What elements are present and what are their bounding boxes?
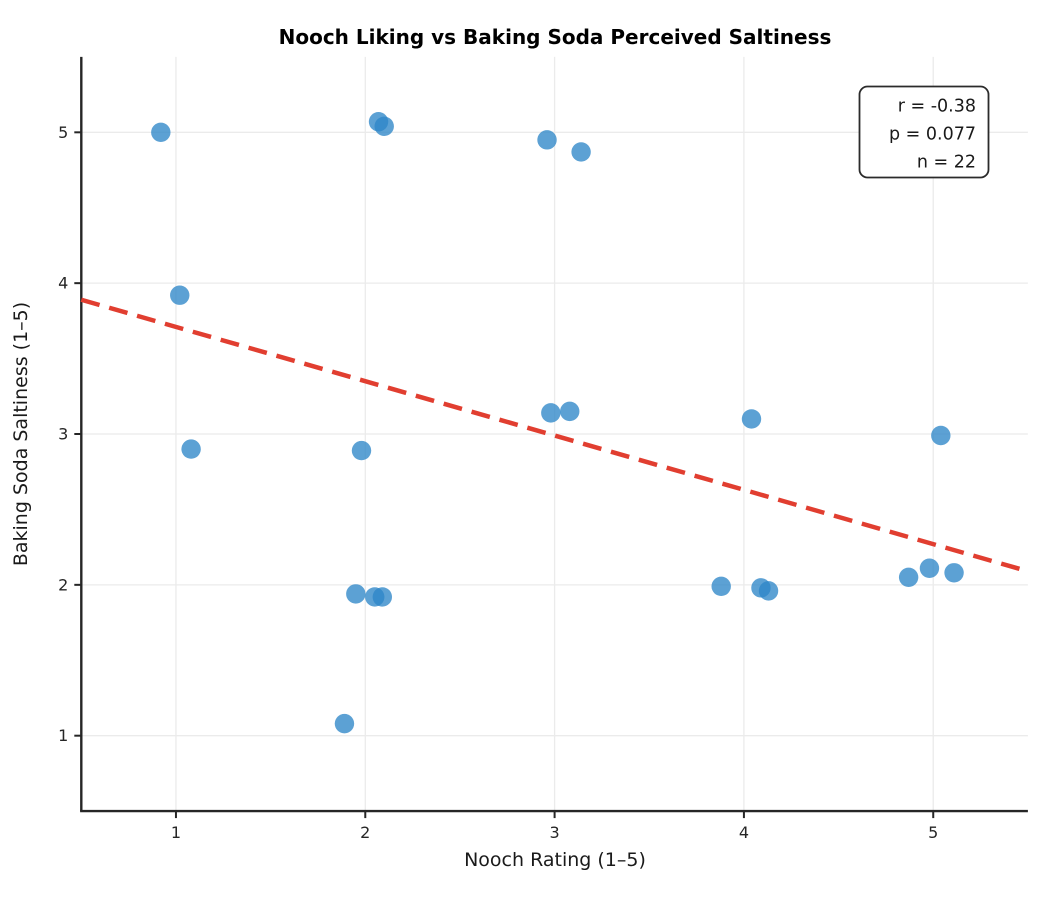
x-axis-label: Nooch Rating (1–5) — [464, 849, 646, 871]
data-point — [571, 142, 591, 162]
tick-labels: 1 2 3 4 5 1 2 3 4 5 — [58, 123, 938, 842]
y-tick-label: 5 — [58, 123, 68, 142]
chart-title: Nooch Liking vs Baking Soda Perceived Sa… — [279, 25, 832, 49]
data-point — [372, 587, 393, 607]
data-point — [898, 567, 919, 587]
data-point — [181, 439, 201, 459]
data-point — [170, 285, 190, 305]
axis-ticks — [74, 131, 935, 819]
data-point — [151, 122, 171, 143]
y-tick-label: 1 — [58, 726, 68, 745]
x-tick-label: 1 — [171, 823, 181, 842]
trendline-dashed — [80, 297, 1029, 574]
stat-n-value: n = 22 — [917, 153, 976, 173]
stat-p-value: p = 0.077 — [889, 125, 976, 145]
data-point — [334, 713, 355, 734]
data-point — [711, 576, 731, 597]
data-point — [944, 563, 964, 583]
scatter-points — [151, 112, 964, 734]
stats-box: r = -0.38 p = 0.077 n = 22 — [858, 85, 990, 179]
x-tick-label: 2 — [360, 823, 370, 842]
data-point — [741, 409, 762, 429]
stat-r-value: r = -0.38 — [898, 97, 976, 117]
data-point — [346, 584, 366, 604]
data-point — [758, 581, 779, 601]
x-tick-label: 3 — [550, 823, 560, 842]
x-tick-label: 5 — [928, 823, 938, 842]
x-tick-label: 4 — [739, 823, 749, 842]
y-tick-label: 4 — [58, 274, 68, 293]
data-point — [537, 130, 557, 150]
data-point — [541, 403, 561, 423]
data-point — [919, 558, 940, 578]
stats-box-border — [858, 85, 990, 179]
data-point — [374, 116, 394, 136]
y-axis-label: Baking Soda Saltiness (1–5) — [10, 302, 32, 566]
data-point — [931, 425, 951, 446]
data-point — [560, 401, 580, 422]
y-tick-label: 2 — [58, 575, 68, 594]
y-tick-label: 3 — [58, 425, 68, 444]
data-point — [351, 440, 372, 461]
